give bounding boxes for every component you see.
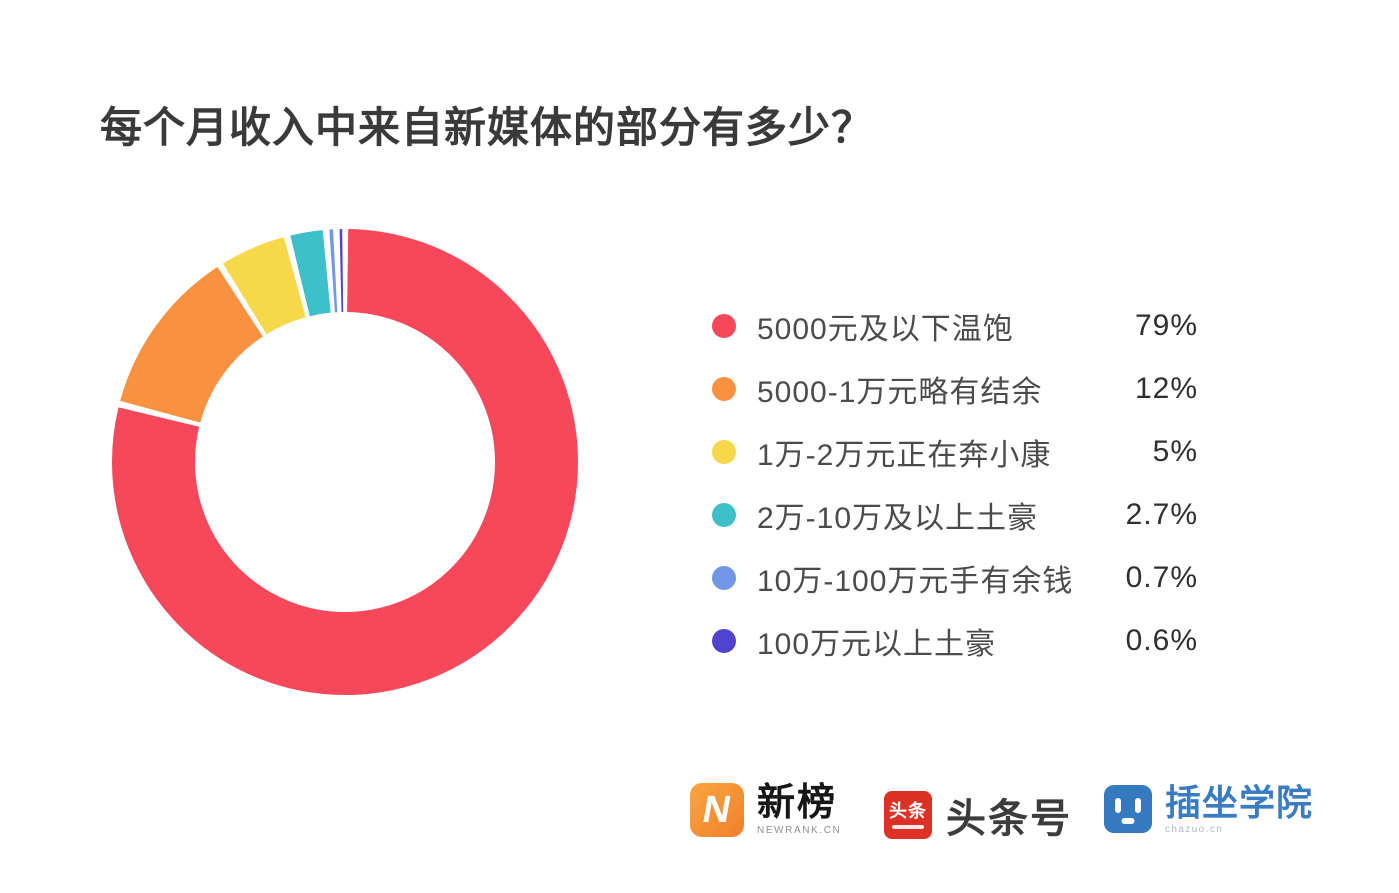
chazuo-text: 插坐学院 chazuo.cn xyxy=(1165,784,1313,835)
legend-value: 12% xyxy=(1134,371,1198,405)
newrank-subtext: NEWRANK.CN xyxy=(757,825,842,837)
legend-item: 10万-100万元手有余钱 0.7% xyxy=(712,546,1198,609)
donut-segment xyxy=(112,229,578,695)
legend-dot xyxy=(712,313,736,338)
newrank-logo-icon: N xyxy=(690,783,744,837)
legend-dot xyxy=(712,628,736,653)
legend-label: 100万元以上土豪 xyxy=(757,627,997,661)
toutiao-logo-icon: 头条 xyxy=(884,791,932,839)
legend-item: 1万-2万元正在奔小康 5% xyxy=(712,420,1198,483)
legend-item: 5000元及以下温饱 79% xyxy=(712,294,1198,357)
newrank-n-glyph: N xyxy=(699,789,735,831)
toutiao-icon-text: 头条 xyxy=(889,800,927,821)
legend-value: 5% xyxy=(1152,434,1198,468)
legend-dot xyxy=(712,502,736,527)
legend-label: 1万-2万元正在奔小康 xyxy=(757,438,1052,472)
legend-value: 0.7% xyxy=(1125,560,1198,594)
donut-svg xyxy=(112,229,578,695)
legend-item: 100万元以上土豪 0.6% xyxy=(712,609,1198,672)
donut-chart xyxy=(112,229,578,695)
newrank-text: 新榜 NEWRANK.CN xyxy=(757,781,842,837)
legend: 5000元及以下温饱 79% 5000-1万元略有结余 12% 1万-2万元正在… xyxy=(712,294,1198,672)
legend-value: 2.7% xyxy=(1125,497,1198,531)
legend-label: 10万-100万元手有余钱 xyxy=(757,564,1074,598)
brand-chazuo: 插坐学院 chazuo.cn xyxy=(1104,784,1313,835)
legend-label: 2万-10万及以上土豪 xyxy=(757,501,1039,535)
chazuo-logo-icon xyxy=(1104,785,1152,834)
legend-dot xyxy=(712,439,736,464)
legend-item: 2万-10万及以上土豪 2.7% xyxy=(712,483,1198,546)
legend-label: 5000-1万元略有结余 xyxy=(757,375,1043,409)
chazuo-subtext: chazuo.cn xyxy=(1165,823,1224,835)
toutiao-icon-bar xyxy=(892,824,924,829)
chazuo-face-eye-icon xyxy=(1135,798,1141,814)
legend-dot xyxy=(712,376,736,401)
brand-newrank: N 新榜 NEWRANK.CN xyxy=(690,783,841,837)
legend-label: 5000元及以下温饱 xyxy=(757,312,1014,346)
legend-dot xyxy=(712,565,736,590)
donut-segments xyxy=(112,229,578,695)
page-title: 每个月收入中来自新媒体的部分有多少？ xyxy=(100,104,875,151)
legend-value: 0.6% xyxy=(1125,623,1198,657)
newrank-name: 新榜 xyxy=(757,781,838,824)
toutiao-name: 头条号 xyxy=(946,797,1072,841)
chazuo-face-eye-icon xyxy=(1115,798,1121,814)
brand-toutiao: 头条 头条号 xyxy=(884,786,1072,844)
chazuo-name: 插坐学院 xyxy=(1165,782,1314,823)
chazuo-face-mouth-icon xyxy=(1121,818,1135,825)
legend-item: 5000-1万元略有结余 12% xyxy=(712,357,1198,420)
legend-value: 79% xyxy=(1134,308,1198,342)
